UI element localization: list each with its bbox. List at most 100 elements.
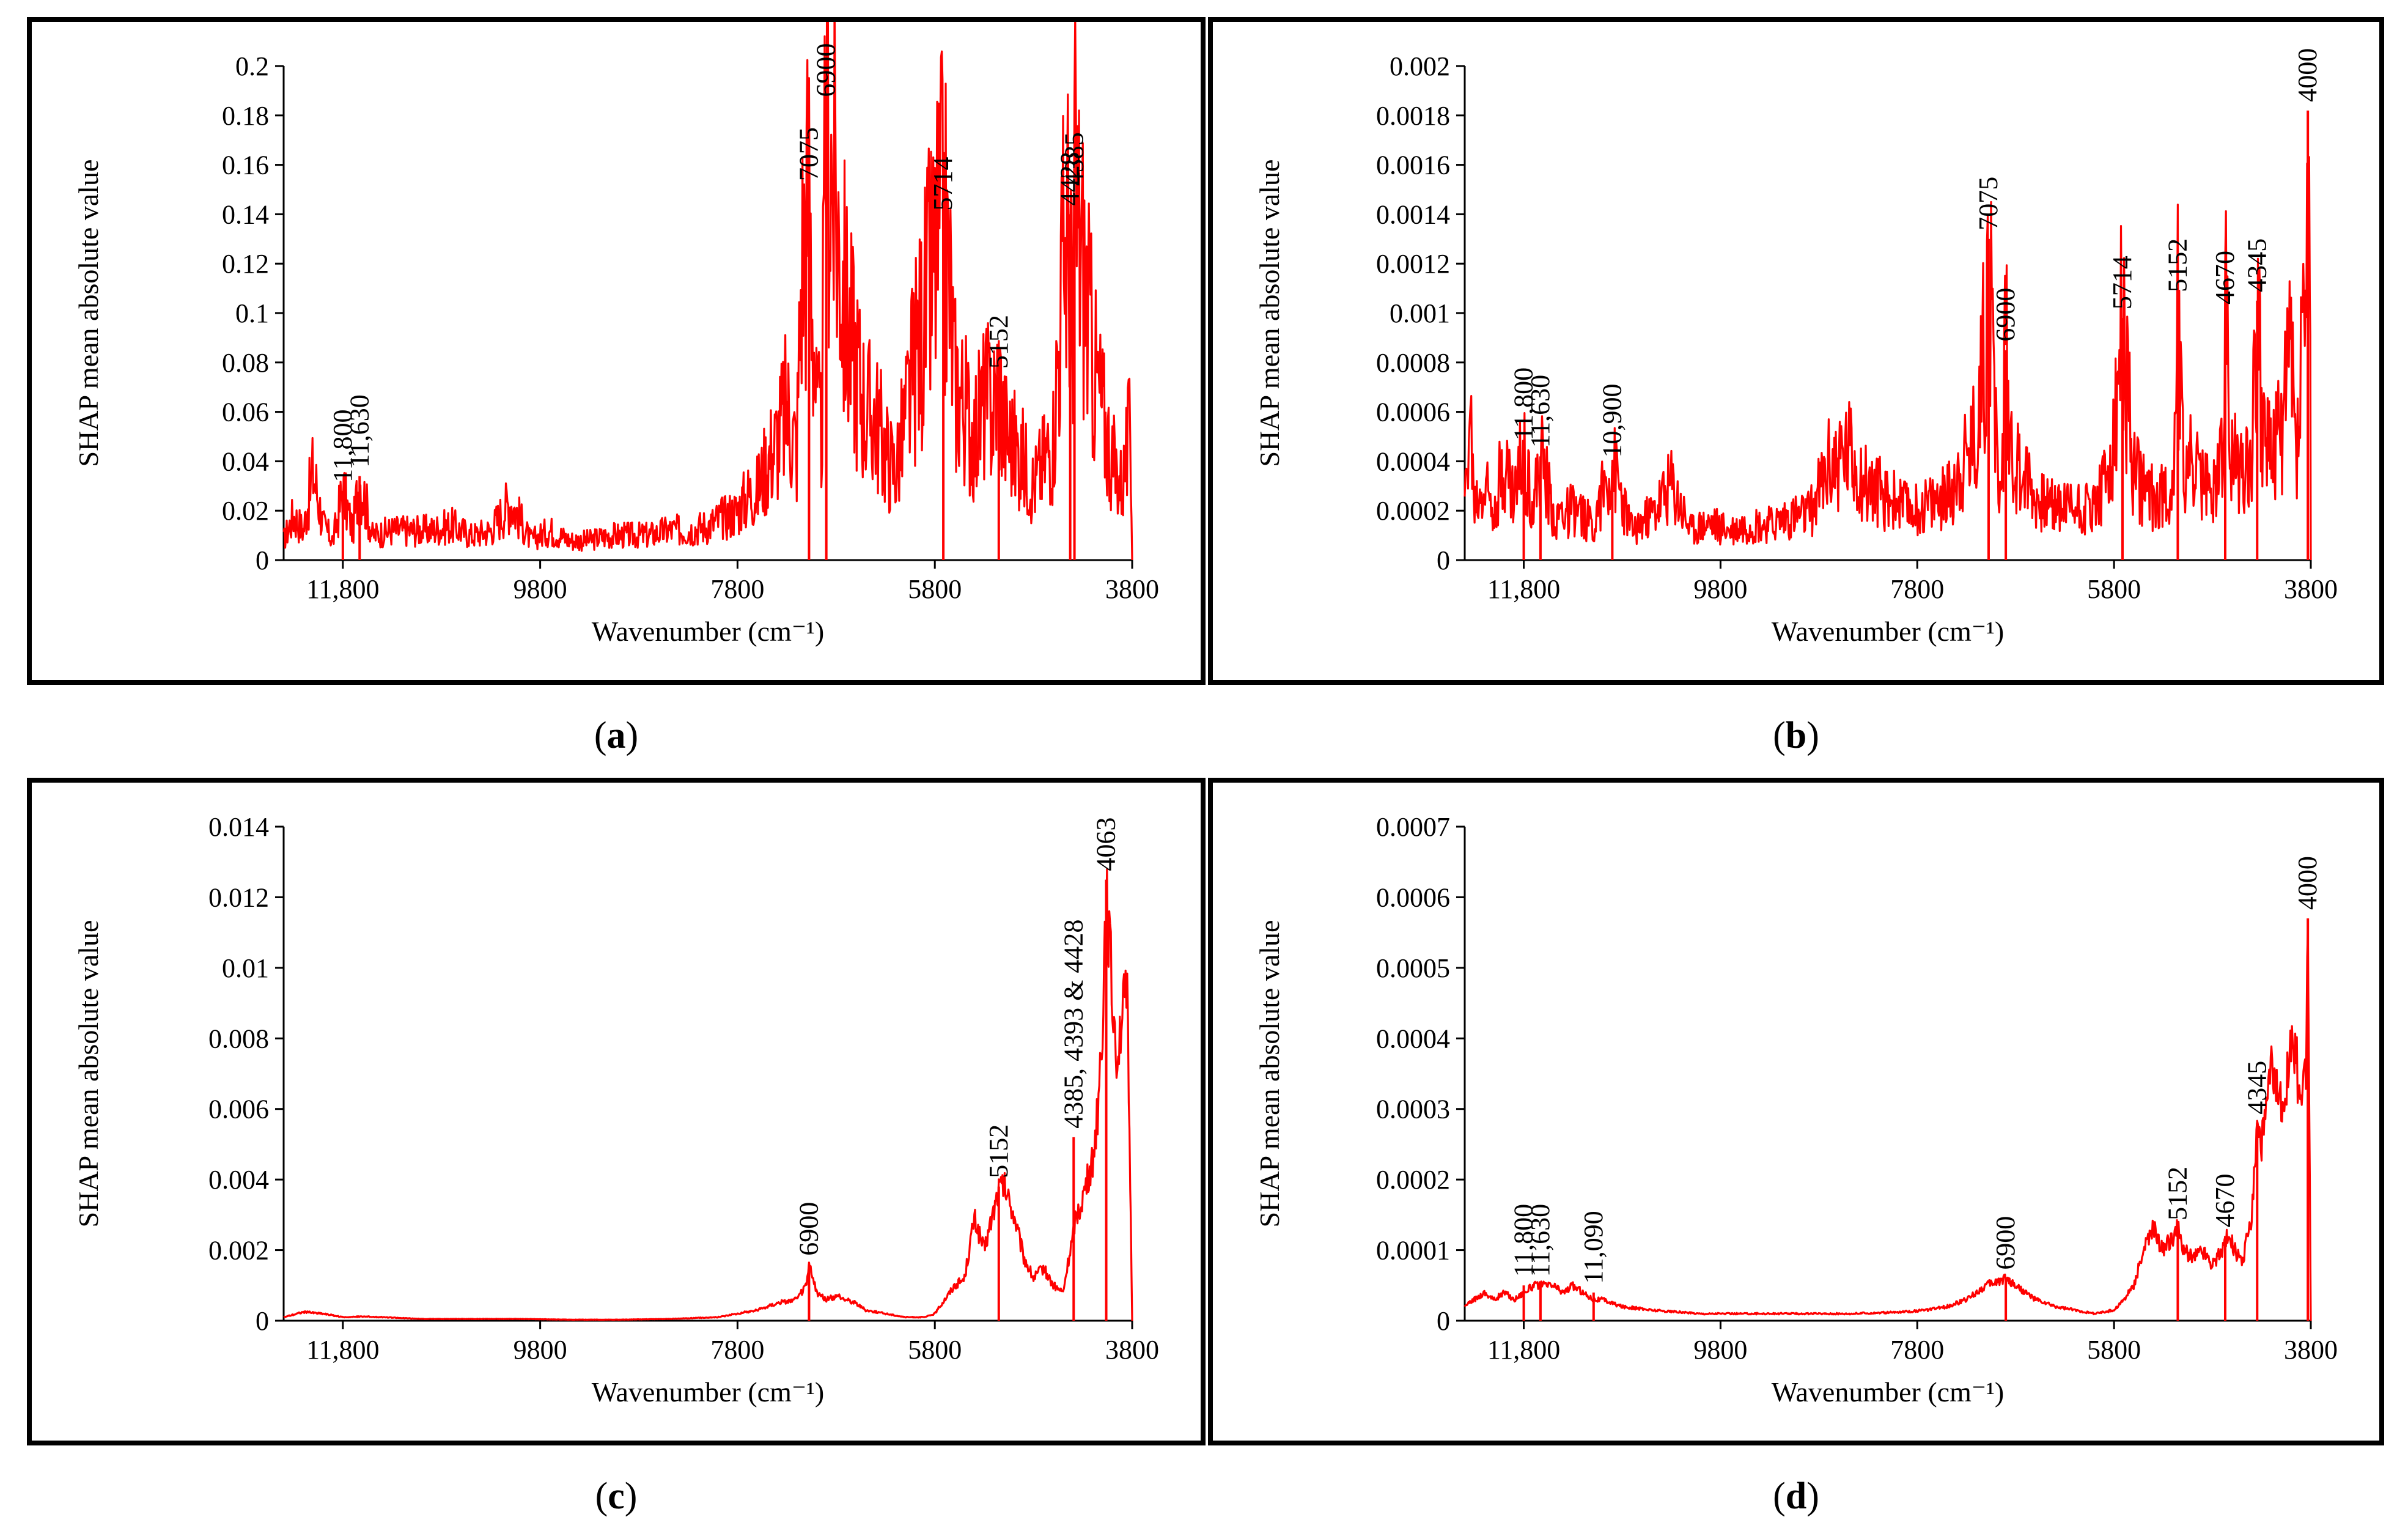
y-tick-label: 0.1 [235, 298, 269, 328]
peak-label: 5152 [984, 1124, 1014, 1178]
caption-a: (a) [594, 715, 639, 756]
y-tick-label: 0.16 [222, 150, 269, 180]
peak-label: 11,630 [1525, 1204, 1555, 1277]
chart-b: 0 0.0002 0.0004 0.0006 0.0008 0.001 0.0012 0.00… [1254, 48, 2338, 647]
y-tick-label: 0.002 [208, 1236, 269, 1266]
peak-label: 4000 [2292, 856, 2322, 910]
y-tick-label: 0.0008 [1376, 348, 1450, 378]
y-tick-label: 0.06 [222, 397, 269, 427]
peak-label: 11,800 [1509, 1204, 1539, 1277]
peak-label: 4670 [2210, 251, 2240, 304]
peak-label: 11,800 [1509, 367, 1539, 440]
peak-label: 10,900 [1597, 384, 1627, 458]
x-tick-label: 5800 [908, 1335, 962, 1365]
y-axis-title: SHAP mean absolute value [73, 160, 104, 467]
y-axis-title: SHAP mean absolute value [1254, 920, 1285, 1228]
peak-label: 7075 [1973, 177, 2003, 231]
y-tick-label: 0 [256, 1306, 269, 1336]
y-tick-label: 0.0002 [1376, 496, 1450, 526]
y-tick-label: 0.012 [208, 882, 269, 912]
y-tick-label: 0.0018 [1376, 101, 1450, 131]
y-tick-label: 0.0001 [1376, 1236, 1450, 1266]
y-axis-title: SHAP mean absolute value [1254, 160, 1285, 467]
peak-label: 5714 [928, 157, 958, 211]
y-tick-label: 0.0003 [1376, 1094, 1450, 1124]
x-tick-label: 7800 [710, 1335, 764, 1365]
y-tick-label: 0.014 [208, 812, 269, 842]
peak-label: 11,630 [1525, 375, 1555, 448]
y-axis-title: SHAP mean absolute value [73, 920, 104, 1228]
chart-d: 0 0.0001 0.0002 0.0003 0.0004 0.0005 0.0006 0.0… [1254, 812, 2338, 1408]
x-tick-label: 7800 [710, 574, 764, 604]
x-tick-label: 9800 [1693, 574, 1747, 604]
series-line [283, 868, 1133, 1321]
peak-label: 4345 [2242, 1061, 2272, 1115]
chart-c: 0 0.002 0.004 0.006 0.008 0.01 0.012 0.014 11,80… [73, 812, 1159, 1408]
peak-label: 4063 [1091, 817, 1121, 871]
series-line [282, 22, 1133, 561]
panel-b: 0 0.0002 0.0004 0.0006 0.0008 0.001 0.0012 0.00… [1208, 17, 2384, 685]
peak-label: 6900 [1990, 1216, 2020, 1270]
y-tick-label: 0.001 [1390, 298, 1450, 328]
x-axis-title: Wavenumber (cm⁻¹) [1772, 616, 2005, 647]
y-tick-label: 0.01 [222, 953, 269, 983]
x-tick-label: 3800 [1105, 574, 1159, 604]
y-tick-label: 0.2 [235, 51, 269, 81]
peak-label: 4345 [2242, 238, 2272, 292]
y-tick-label: 0.02 [222, 496, 269, 526]
x-axis-title: Wavenumber (cm⁻¹) [592, 616, 825, 647]
x-tick-label: 9800 [514, 1335, 567, 1365]
x-tick-label: 3800 [1105, 1335, 1159, 1365]
y-tick-label: 0 [1437, 545, 1450, 575]
peak-label: 4385 [1059, 132, 1089, 186]
series-line [1464, 156, 2312, 561]
peak-label: 6900 [1990, 288, 2020, 342]
y-tick-label: 0.0004 [1376, 446, 1450, 476]
x-tick-label: 5800 [2087, 1335, 2141, 1365]
y-tick-label: 0.0005 [1376, 953, 1450, 983]
y-tick-label: 0.008 [208, 1024, 269, 1054]
peak-label: 6900 [811, 43, 841, 97]
x-tick-label: 7800 [1890, 1335, 1944, 1365]
caption-d: (d) [1773, 1475, 1819, 1517]
y-tick-label: 0.0006 [1376, 882, 1450, 912]
x-axis-title: Wavenumber (cm⁻¹) [592, 1376, 825, 1408]
y-tick-label: 0.002 [1390, 51, 1450, 81]
caption-b: (b) [1773, 715, 1819, 756]
peak-label: 4000 [2292, 48, 2322, 102]
peak-label: 7075 [793, 127, 823, 181]
panel-d: 0 0.0001 0.0002 0.0003 0.0004 0.0005 0.0006 0.0… [1208, 778, 2384, 1445]
chart-a: 0 0.02 0.04 0.06 0.08 0.1 0.12 0.14 0.16 0.18 0.2 1… [73, 22, 1159, 647]
peak-label: 5152 [2162, 1167, 2192, 1220]
y-tick-label: 0.006 [208, 1094, 269, 1124]
x-tick-label: 3800 [2284, 1335, 2338, 1365]
x-tick-label: 9800 [1693, 1335, 1747, 1365]
y-tick-label: 0 [1437, 1306, 1450, 1336]
peak-label: 4385, 4393 & 4428 [1058, 920, 1088, 1129]
y-tick-label: 0.18 [222, 101, 269, 131]
peak-label: 5714 [2107, 256, 2137, 309]
panel-a: 0 0.02 0.04 0.06 0.08 0.1 0.12 0.14 0.16 0.18 0.2 1… [27, 17, 1206, 685]
caption-c: (c) [595, 1475, 638, 1517]
y-tick-label: 0.0012 [1376, 249, 1450, 279]
peak-label: 11,800 [328, 410, 358, 482]
peak-label: 11,630 [344, 394, 374, 467]
x-tick-label: 11,800 [1487, 574, 1560, 604]
x-tick-label: 11,800 [1487, 1335, 1560, 1365]
peak-label: 4670 [2210, 1174, 2240, 1228]
y-tick-label: 0.14 [222, 199, 269, 229]
series-line [1464, 929, 2312, 1321]
y-tick-label: 0.004 [208, 1165, 269, 1195]
peak-label: 11,090 [1578, 1211, 1608, 1283]
y-tick-label: 0.0002 [1376, 1165, 1450, 1195]
y-tick-label: 0.08 [222, 348, 269, 378]
y-tick-label: 0 [256, 545, 269, 575]
x-tick-label: 9800 [514, 574, 567, 604]
x-tick-label: 5800 [2087, 574, 2141, 604]
peak-label: 5152 [984, 315, 1014, 369]
y-tick-label: 0.0006 [1376, 397, 1450, 427]
peak-label: 5152 [2162, 238, 2192, 292]
x-tick-label: 11,800 [306, 1335, 379, 1365]
x-tick-label: 5800 [908, 574, 962, 604]
y-tick-label: 0.0007 [1376, 812, 1450, 842]
